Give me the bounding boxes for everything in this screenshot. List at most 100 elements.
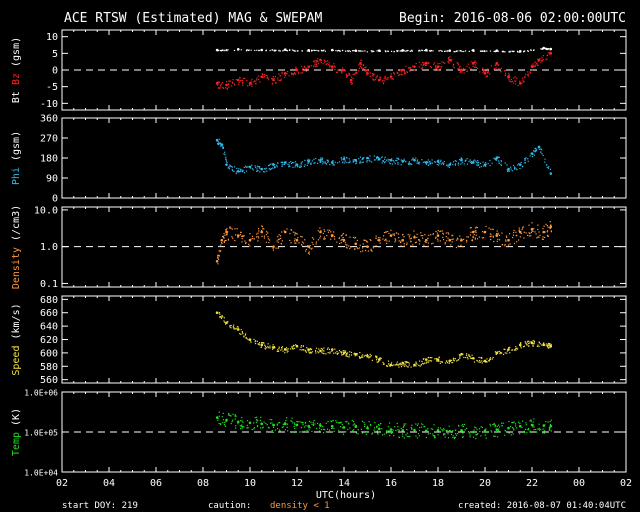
- data-dot: [472, 236, 475, 238]
- data-dot: [258, 230, 260, 232]
- data-dot: [524, 158, 526, 160]
- data-dot: [388, 240, 390, 242]
- data-dot: [319, 423, 321, 425]
- data-dot: [378, 50, 381, 52]
- data-dot: [368, 420, 370, 423]
- data-dot: [316, 59, 318, 62]
- data-dot: [528, 224, 530, 226]
- data-dot: [355, 50, 358, 52]
- data-dot: [440, 66, 442, 68]
- data-dot: [357, 429, 359, 431]
- data-dot: [447, 433, 449, 435]
- data-dot: [548, 344, 550, 346]
- data-dot: [342, 236, 344, 239]
- data-dot: [389, 365, 392, 367]
- data-dot: [304, 349, 306, 352]
- y-tick-label: 5: [52, 49, 58, 60]
- data-dot: [477, 433, 479, 435]
- data-dot: [435, 67, 437, 69]
- data-dot: [495, 353, 498, 355]
- data-dot: [302, 421, 304, 424]
- data-dot: [355, 161, 358, 163]
- data-dot: [469, 434, 471, 436]
- data-dot: [352, 160, 355, 162]
- data-dot: [525, 157, 527, 159]
- data-dot: [472, 160, 475, 162]
- data-dot: [437, 67, 439, 69]
- data-dot: [399, 74, 401, 76]
- data-dot: [507, 427, 509, 429]
- data-dot: [325, 163, 327, 165]
- data-dot: [273, 166, 276, 168]
- data-dot: [280, 79, 282, 82]
- data-dot: [476, 428, 478, 431]
- data-dot: [526, 344, 528, 346]
- data-dot: [266, 231, 268, 233]
- data-dot: [285, 162, 287, 164]
- data-dot: [336, 162, 339, 164]
- data-dot: [411, 50, 414, 52]
- data-dot: [420, 232, 422, 234]
- data-dot: [358, 356, 360, 358]
- data-dot: [531, 230, 533, 232]
- data-dot: [258, 342, 261, 344]
- data-dot: [352, 77, 354, 79]
- data-dot: [228, 86, 230, 88]
- data-dot: [500, 164, 503, 167]
- data-dot: [315, 352, 317, 354]
- data-dot: [249, 233, 251, 235]
- data-dot: [405, 65, 407, 67]
- data-point: [215, 260, 219, 263]
- data-dot: [340, 71, 342, 73]
- data-dot: [313, 162, 315, 164]
- data-dot: [438, 360, 440, 362]
- data-dot: [294, 73, 297, 75]
- data-dot: [419, 161, 421, 163]
- data-dot: [332, 65, 334, 68]
- data-point: [248, 421, 252, 425]
- data-dot: [448, 360, 450, 362]
- data-dot: [477, 160, 479, 162]
- data-dot: [299, 349, 301, 351]
- data-dot: [314, 349, 317, 352]
- data-dot: [527, 50, 529, 53]
- data-dot: [338, 349, 341, 352]
- data-dot: [466, 158, 468, 160]
- data-dot: [452, 234, 454, 236]
- data-dot: [463, 356, 465, 359]
- data-dot: [269, 239, 271, 241]
- data-dot: [335, 420, 337, 422]
- data-dot: [400, 159, 402, 161]
- y-tick-label: 640: [40, 322, 58, 333]
- data-dot: [400, 240, 402, 242]
- data-dot: [541, 60, 543, 62]
- data-dot: [304, 65, 306, 67]
- data-dot: [541, 56, 543, 58]
- data-dot: [514, 425, 517, 427]
- data-dot: [266, 423, 268, 426]
- data-dot: [308, 348, 310, 350]
- data-dot: [497, 232, 499, 234]
- data-dot: [392, 78, 394, 80]
- data-dot: [480, 50, 482, 52]
- data-dot: [393, 434, 395, 437]
- data-dot: [362, 247, 364, 249]
- data-dot: [324, 50, 326, 52]
- data-dot: [362, 158, 364, 160]
- data-dot: [376, 432, 379, 434]
- data-dot: [550, 343, 552, 345]
- data-dot: [334, 352, 337, 354]
- data-dot: [260, 427, 262, 429]
- data-dot: [469, 436, 471, 438]
- data-dot: [455, 433, 457, 435]
- data-dot: [457, 62, 459, 65]
- data-dot: [415, 365, 417, 367]
- data-dot: [382, 82, 384, 84]
- data-dot: [508, 51, 510, 53]
- data-dot: [230, 415, 232, 417]
- data-dot: [271, 163, 273, 165]
- data-dot: [220, 145, 222, 148]
- x-tick-label: 22: [526, 478, 538, 489]
- data-dot: [310, 421, 312, 423]
- data-dot: [267, 79, 270, 81]
